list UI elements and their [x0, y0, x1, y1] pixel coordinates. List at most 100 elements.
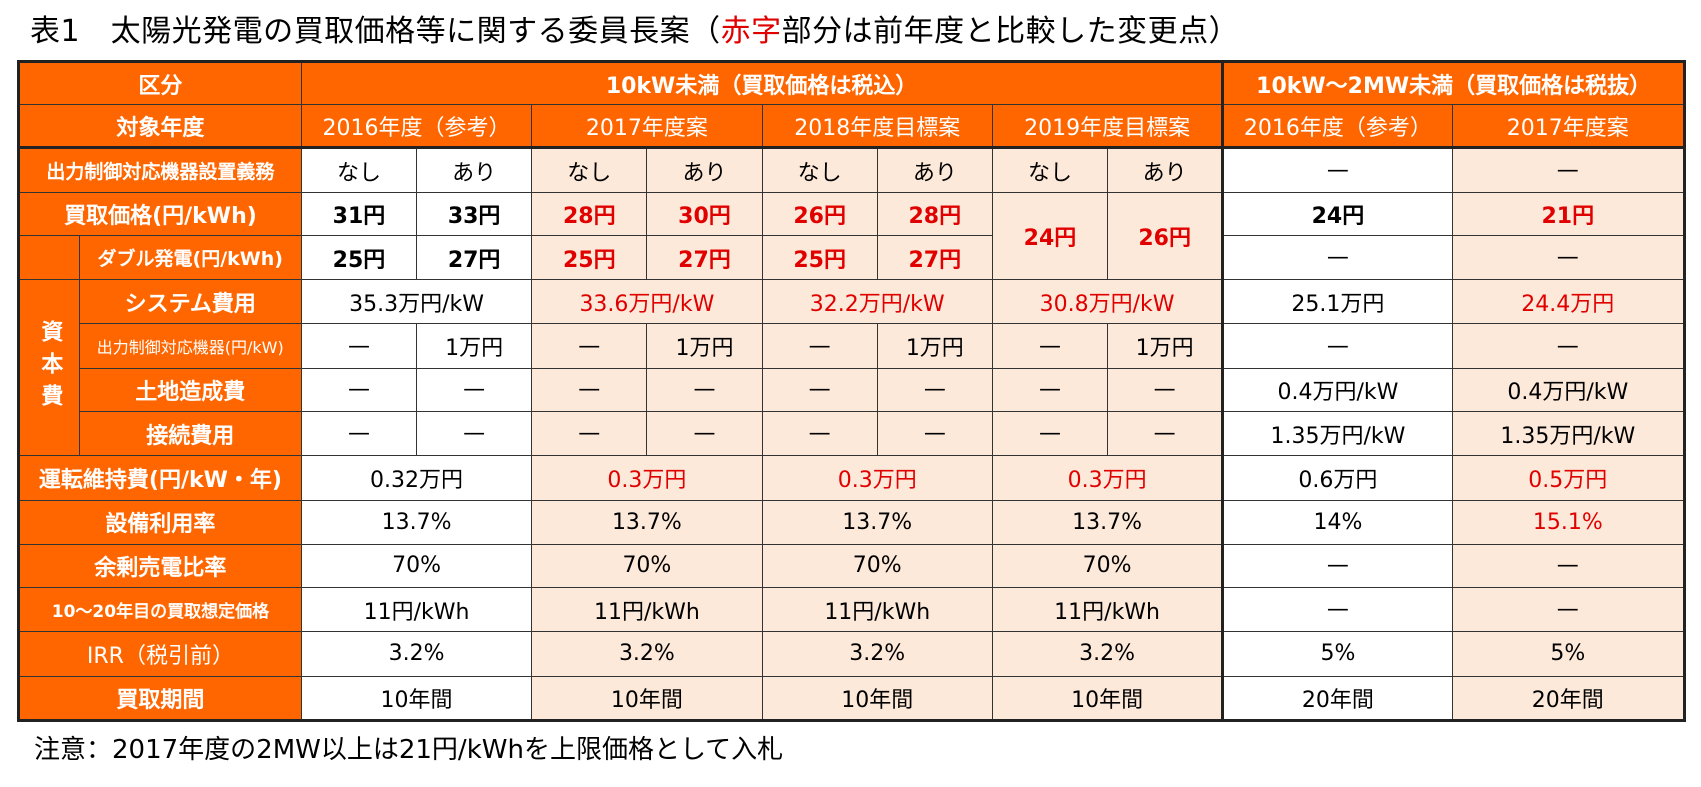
table-cell: —	[1451, 543, 1687, 588]
table-cell: 11円/kWh	[300, 586, 533, 633]
table-cell: 5%	[1221, 631, 1453, 677]
table-cell: 27円	[876, 234, 993, 281]
row-label-kiki: 出力制御対応機器(円/kW)	[78, 323, 302, 369]
table-cell: 20年間	[1451, 675, 1687, 723]
title-prefix: 表1 太陽光発電の買取価格等に関する委員長案（	[30, 14, 721, 49]
table-cell: 11円/kWh	[761, 586, 993, 633]
table-cell: 10年間	[991, 675, 1224, 723]
row-label-system: システム費用	[78, 279, 302, 325]
header-year: 2016年度（参考）	[1221, 104, 1453, 150]
header-year: 2019年度目標案	[991, 104, 1224, 150]
table-cell: 30.8万円/kW	[991, 279, 1224, 325]
table-cell: 21円	[1451, 191, 1687, 236]
table-cell: 0.3万円	[761, 455, 993, 501]
table-cell: —	[761, 323, 878, 369]
table-cell: 13.7%	[531, 499, 763, 545]
table-cell: —	[1221, 147, 1453, 193]
table-cell: なし	[991, 147, 1109, 193]
row-label-spacer	[17, 234, 80, 281]
table-cell: —	[1221, 234, 1453, 281]
table-row: 接続費用 — — — — — — — — 1.35万円/kW 1.35万円/kW	[19, 410, 1687, 457]
table-cell: 31円	[300, 191, 418, 236]
table-cell: 13.7%	[300, 499, 533, 545]
header-group-small: 10kW未満（買取価格は税込）	[300, 59, 1224, 106]
table-row: 10～20年目の買取想定価格 11円/kWh 11円/kWh 11円/kWh 1…	[17, 586, 1687, 633]
table-cell: 70%	[531, 543, 763, 588]
table-cell: —	[416, 410, 533, 457]
row-label-double: ダブル発電(円/kWh)	[78, 234, 302, 281]
table-cell: 10年間	[531, 675, 763, 723]
row-label-setsuzoku: 接続費用	[78, 410, 302, 457]
table-row: 運転維持費(円/kW・年) 0.32万円 0.3万円 0.3万円 0.3万円 0…	[17, 455, 1687, 501]
header-year: 2018年度目標案	[761, 104, 993, 150]
table-cell: 70%	[300, 543, 533, 588]
table-row: 出力制御対応機器(円/kW) — 1万円 — 1万円 — 1万円 — 1万円 —…	[19, 323, 1687, 369]
fit-price-table: 区分 10kW未満（買取価格は税込） 10kW～2MW未満（買取価格は税抜） 対…	[17, 59, 1687, 723]
table-cell: 0.5万円	[1451, 455, 1687, 501]
table-cell: なし	[531, 147, 648, 193]
table-row: 買取価格(円/kWh) 31円 33円 28円 30円 26円 28円 24円 …	[17, 191, 1687, 281]
table-cell: 3.2%	[991, 631, 1224, 677]
table-cell: —	[646, 367, 763, 412]
table-cell: 32.2万円/kW	[761, 279, 993, 325]
table-cell: 70%	[761, 543, 993, 588]
table-cell: —	[1107, 410, 1224, 457]
header-kubun: 区分	[17, 59, 302, 106]
table-row: 資本費 システム費用 35.3万円/kW 33.6万円/kW 32.2万円/kW…	[17, 279, 1687, 457]
table-cell: 33円	[416, 191, 533, 236]
table-cell: 11円/kWh	[991, 586, 1224, 633]
table-row: 区分 10kW未満（買取価格は税込） 10kW～2MW未満（買取価格は税抜）	[17, 59, 1686, 106]
table-cell: —	[876, 367, 993, 412]
header-taisho-nendo: 対象年度	[17, 104, 302, 150]
header-year: 2016年度（参考）	[300, 104, 533, 150]
table-row: 設備利用率 13.7% 13.7% 13.7% 13.7% 14% 15.1%	[17, 499, 1687, 545]
title-red-word: 赤字	[720, 14, 782, 49]
table-cell: —	[991, 323, 1109, 369]
table-cell: —	[531, 367, 648, 412]
table-cell: 1.35万円/kW	[1221, 410, 1453, 457]
table-cell: 3.2%	[761, 631, 993, 677]
table-cell: —	[300, 410, 418, 457]
table-cell: なし	[761, 147, 878, 193]
table-cell: —	[1451, 323, 1687, 369]
table-cell: —	[1107, 367, 1224, 412]
table-row: IRR（税引前） 3.2% 3.2% 3.2% 3.2% 5% 5%	[17, 631, 1687, 677]
row-label-kaitori: 買取価格(円/kWh)	[17, 191, 302, 236]
row-label-shihonhi: 資本費	[17, 279, 80, 457]
table-cell: 15.1%	[1451, 499, 1687, 545]
header-year: 2017年度案	[1451, 104, 1687, 150]
table-cell: 3.2%	[531, 631, 763, 677]
table-cell: —	[1451, 234, 1687, 281]
row-label-unten: 運転維持費(円/kW・年)	[17, 455, 302, 501]
table-cell: 1万円	[1107, 323, 1224, 369]
table-cell: —	[300, 367, 418, 412]
table-cell: 20年間	[1221, 675, 1453, 723]
table-cell: 33.6万円/kW	[531, 279, 763, 325]
table-cell: あり	[646, 147, 763, 193]
table-cell: —	[991, 367, 1109, 412]
table-row: ダブル発電(円/kWh) 25円 27円 25円 27円 25円 27円 — —	[17, 234, 1687, 281]
table-cell: 24円	[991, 191, 1109, 281]
table-cell: 70%	[991, 543, 1224, 588]
header-group-large: 10kW～2MW未満（買取価格は税抜）	[1221, 59, 1686, 106]
table-cell: 14%	[1221, 499, 1453, 545]
table-cell: 26円	[761, 191, 878, 236]
table-cell: 27円	[646, 234, 763, 281]
table-cell: 30円	[646, 191, 763, 236]
table-row: 余剰売電比率 70% 70% 70% 70% — —	[17, 543, 1687, 588]
table-cell: —	[531, 323, 648, 369]
table-cell: 25円	[761, 234, 878, 281]
table-cell: 0.4万円/kW	[1221, 367, 1453, 412]
table-cell: 0.3万円	[991, 455, 1224, 501]
table-cell: 0.6万円	[1221, 455, 1453, 501]
table-cell: 0.32万円	[300, 455, 533, 501]
table-cell: —	[1451, 147, 1687, 193]
table-cell: 1万円	[646, 323, 763, 369]
table-cell: 13.7%	[991, 499, 1224, 545]
table-cell: 1万円	[416, 323, 533, 369]
table-cell: —	[1221, 543, 1453, 588]
row-label-shutsuryoku: 出力制御対応機器設置義務	[17, 147, 302, 193]
table-cell: —	[1221, 323, 1453, 369]
table-cell: 26円	[1107, 191, 1224, 281]
table-row: 買取期間 10年間 10年間 10年間 10年間 20年間 20年間	[17, 675, 1687, 723]
